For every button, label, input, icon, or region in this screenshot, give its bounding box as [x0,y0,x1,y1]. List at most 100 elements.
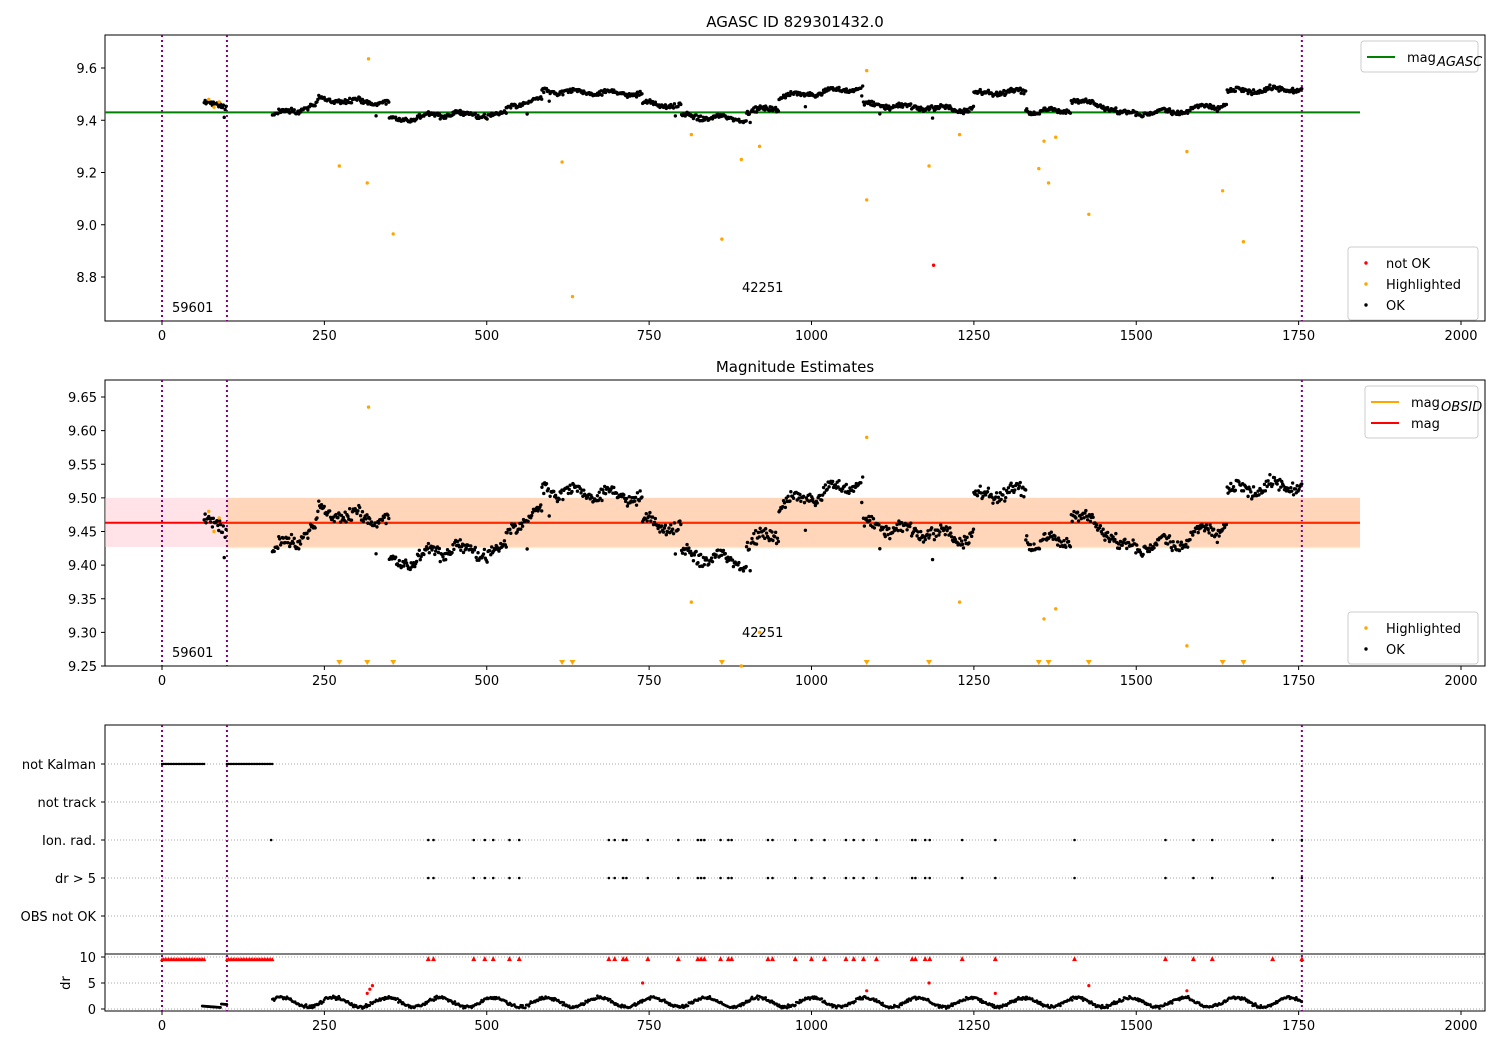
ok-point [547,99,551,103]
highlighted-point [1087,212,1091,216]
dr-point [1170,1001,1174,1005]
ok-point [780,504,785,509]
dr-tick-label: 10 [79,951,96,966]
ok-point [698,114,703,118]
highlighted-point [865,435,869,440]
ok-point [823,483,828,487]
ok-point [985,490,990,494]
y-tick-label: 9.2 [76,167,97,182]
dr-gt-5-point [766,876,770,880]
out-of-range-marker [559,660,566,665]
ok-point [1231,484,1236,489]
ion-rad-point [771,838,774,842]
ok-point [452,547,456,552]
y-tick-label: 8.8 [76,271,97,286]
ok-point [1141,552,1145,557]
ok-point [1257,493,1261,497]
ion-rad-point [677,838,680,842]
ok-point [217,519,222,523]
ok-point [745,540,750,545]
ok-point [747,112,751,116]
ok-point [991,501,995,505]
highlighted-point [739,664,744,668]
ok-point [1125,546,1129,551]
ok-point [1275,482,1279,486]
ok-point [1113,537,1117,542]
dr-out-of-range-marker [698,956,704,962]
ok-point [279,541,284,545]
ok-point [685,542,689,547]
x-tick-label: 250 [312,674,337,689]
ok-point [934,534,938,538]
ok-point [547,514,551,518]
ok-point [1024,538,1028,542]
x-tick-label: 250 [312,329,337,344]
x-tick-label: 1000 [795,1019,828,1034]
dr-gt-5-point [1192,876,1195,880]
ok-point [1280,479,1284,484]
ok-point [1147,549,1152,554]
ok-point [513,103,518,107]
ok-point [1103,538,1107,542]
ok-point [1152,546,1156,550]
dr-gt-5-point [793,876,797,880]
not-kalman-point [271,762,274,766]
ok-point [382,515,386,520]
dr-out-of-range-marker [725,956,731,962]
highlighted-point [366,57,371,61]
ok-point [461,550,466,555]
ok-point [356,509,360,513]
ok-point [678,519,682,523]
ok-point [810,497,815,501]
ok-point [652,520,657,525]
out-of-range-marker [718,660,725,665]
ok-point [1165,110,1170,114]
ion-rad-point [269,838,273,842]
ok-point [999,497,1003,502]
ok-point [773,105,778,110]
ok-point [474,555,478,560]
highlighted-point [1185,149,1189,154]
ok-point [673,552,678,556]
ion-rad-point [607,838,611,842]
ok-point [673,114,678,118]
ok-point [687,546,691,550]
ok-point [602,484,607,489]
ok-point [427,551,432,555]
ok-point [1007,90,1012,94]
ok-point [748,120,752,125]
ok-point [355,511,359,516]
dr-out-of-range-marker [843,956,849,962]
ok-point [938,530,942,534]
legend-marker-swatch [1364,626,1368,630]
ok-point [1102,534,1106,538]
dr-gt-5-point [625,876,628,880]
ok-point [1237,480,1241,484]
ok-point [989,492,993,497]
y-tick-label: 9.55 [68,458,97,473]
axes-1: 0 250 500 750 1000 1250 1500 1750 2000 8.8 9.0 9.2 9… [76,13,1486,344]
ok-point [979,491,983,495]
ok-point [306,108,310,112]
ok-point [437,546,442,551]
ok-point [719,553,724,557]
ok-point [462,543,467,547]
ok-point [1024,488,1028,492]
ok-point [949,535,954,539]
ok-point [1256,489,1260,493]
dr-point [567,1004,571,1008]
dr-out-of-range-marker [675,956,681,962]
ok-point [1217,534,1221,538]
ok-point [634,503,639,507]
x-tick-label: 1750 [1282,329,1315,344]
ok-point [1295,484,1299,488]
ok-point [990,495,994,499]
ok-point [909,102,913,106]
ok-point [731,564,736,569]
chart-title: Magnitude Estimates [716,358,874,376]
ok-point [369,520,374,524]
ok-point [1018,480,1022,485]
ok-point [923,537,927,542]
ok-point [978,87,982,92]
y-tick-label: 9.35 [68,593,97,608]
